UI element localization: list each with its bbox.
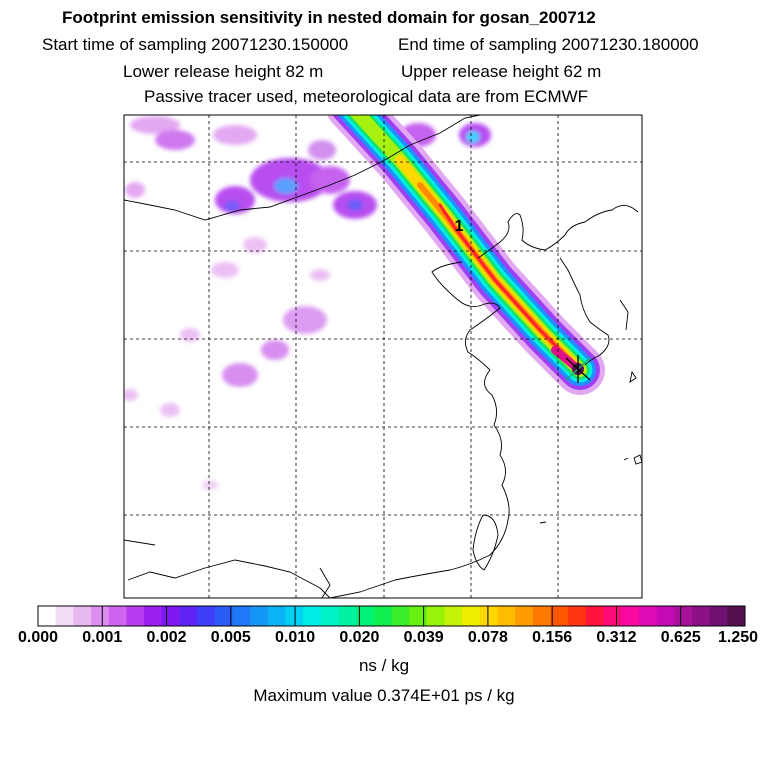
colorbar-swatch: [391, 606, 410, 626]
receptor-marker: [565, 355, 591, 383]
colorbar: [37, 605, 746, 627]
colorbar-swatch: [656, 606, 675, 626]
start-time-label: Start time of sampling 20071230.150000: [42, 35, 349, 54]
colorbar-tick-label: 0.005: [210, 629, 251, 646]
colorbar-swatch: [585, 606, 605, 626]
main-plume: [327, 115, 605, 395]
tracer-info-label: Passive tracer used, meteorological data…: [144, 87, 589, 106]
colorbar-swatch: [108, 606, 127, 626]
colorbar-swatch: [479, 606, 499, 626]
colorbar-swatch: [126, 606, 145, 626]
colorbar-swatch: [214, 606, 233, 626]
colorbar-swatch: [373, 606, 392, 626]
colorbar-swatch: [426, 606, 446, 626]
chart-title: Footprint emission sensitivity in nested…: [62, 8, 596, 27]
colorbar-swatch: [161, 606, 180, 626]
colorbar-swatch: [232, 606, 251, 626]
colorbar-swatch: [144, 606, 163, 626]
colorbar-swatch: [179, 606, 198, 626]
colorbar-tick-label: 0.156: [532, 629, 573, 646]
colorbar-swatch: [621, 606, 640, 626]
colorbar-swatch: [409, 606, 428, 626]
colorbar-tick-label: 0.001: [82, 629, 123, 646]
colorbar-tick-label: 0.000: [17, 629, 59, 646]
colorbar-tick-label: 0.625: [660, 629, 701, 646]
colorbar-tick-label: 1.250: [717, 629, 759, 646]
colorbar-tick-label: 0.020: [339, 629, 380, 646]
colorbar-tick-label: 0.039: [403, 629, 444, 646]
plot-frame: [123, 114, 643, 599]
colorbar-tick-label: 0.078: [467, 629, 508, 646]
colorbar-swatch: [603, 606, 622, 626]
colorbar-swatch: [250, 606, 269, 626]
colorbar-swatch: [267, 606, 286, 626]
colorbar-swatch: [674, 606, 693, 626]
colorbar-swatch: [497, 606, 516, 626]
colorbar-swatch: [638, 606, 658, 626]
maximum-value-label: Maximum value 0.374E+01 ps / kg: [253, 686, 515, 705]
colorbar-swatch: [197, 606, 216, 626]
end-time-label: End time of sampling 20071230.180000: [398, 35, 699, 54]
colorbar-swatch: [515, 606, 534, 626]
colorbar-swatch: [356, 606, 375, 626]
colorbar-swatch: [462, 606, 481, 626]
lower-release-height-label: Lower release height 82 m: [123, 62, 324, 81]
colorbar-swatch: [320, 606, 339, 626]
colorbar-frame: [37, 605, 746, 627]
colorbar-swatch: [727, 606, 746, 626]
colorbar-swatch: [338, 606, 357, 626]
colorbar-unit-label: ns / kg: [358, 656, 410, 675]
colorbar-swatch: [532, 606, 552, 626]
colorbar-swatch: [38, 606, 57, 626]
colorbar-tick-label: 0.010: [275, 629, 316, 646]
colorbar-swatch: [709, 606, 728, 626]
colorbar-swatch: [568, 606, 587, 626]
colorbar-swatch: [285, 606, 304, 626]
colorbar-swatch: [55, 606, 74, 626]
colorbar-swatch: [91, 606, 110, 626]
colorbar-tick-label: 0.002: [146, 629, 187, 646]
colorbar-swatch: [550, 606, 569, 626]
plume-label: 1: [455, 218, 464, 235]
colorbar-swatch: [303, 606, 322, 626]
upper-release-height-label: Upper release height 62 m: [401, 62, 602, 81]
colorbar-swatch: [73, 606, 92, 626]
grid-lines: [124, 115, 642, 598]
colorbar-swatch: [691, 606, 711, 626]
coastlines: [124, 115, 642, 598]
colorbar-tick-label: 0.312: [596, 629, 637, 646]
scattered-sensitivity-patches: [124, 116, 491, 490]
colorbar-swatch: [444, 606, 463, 626]
